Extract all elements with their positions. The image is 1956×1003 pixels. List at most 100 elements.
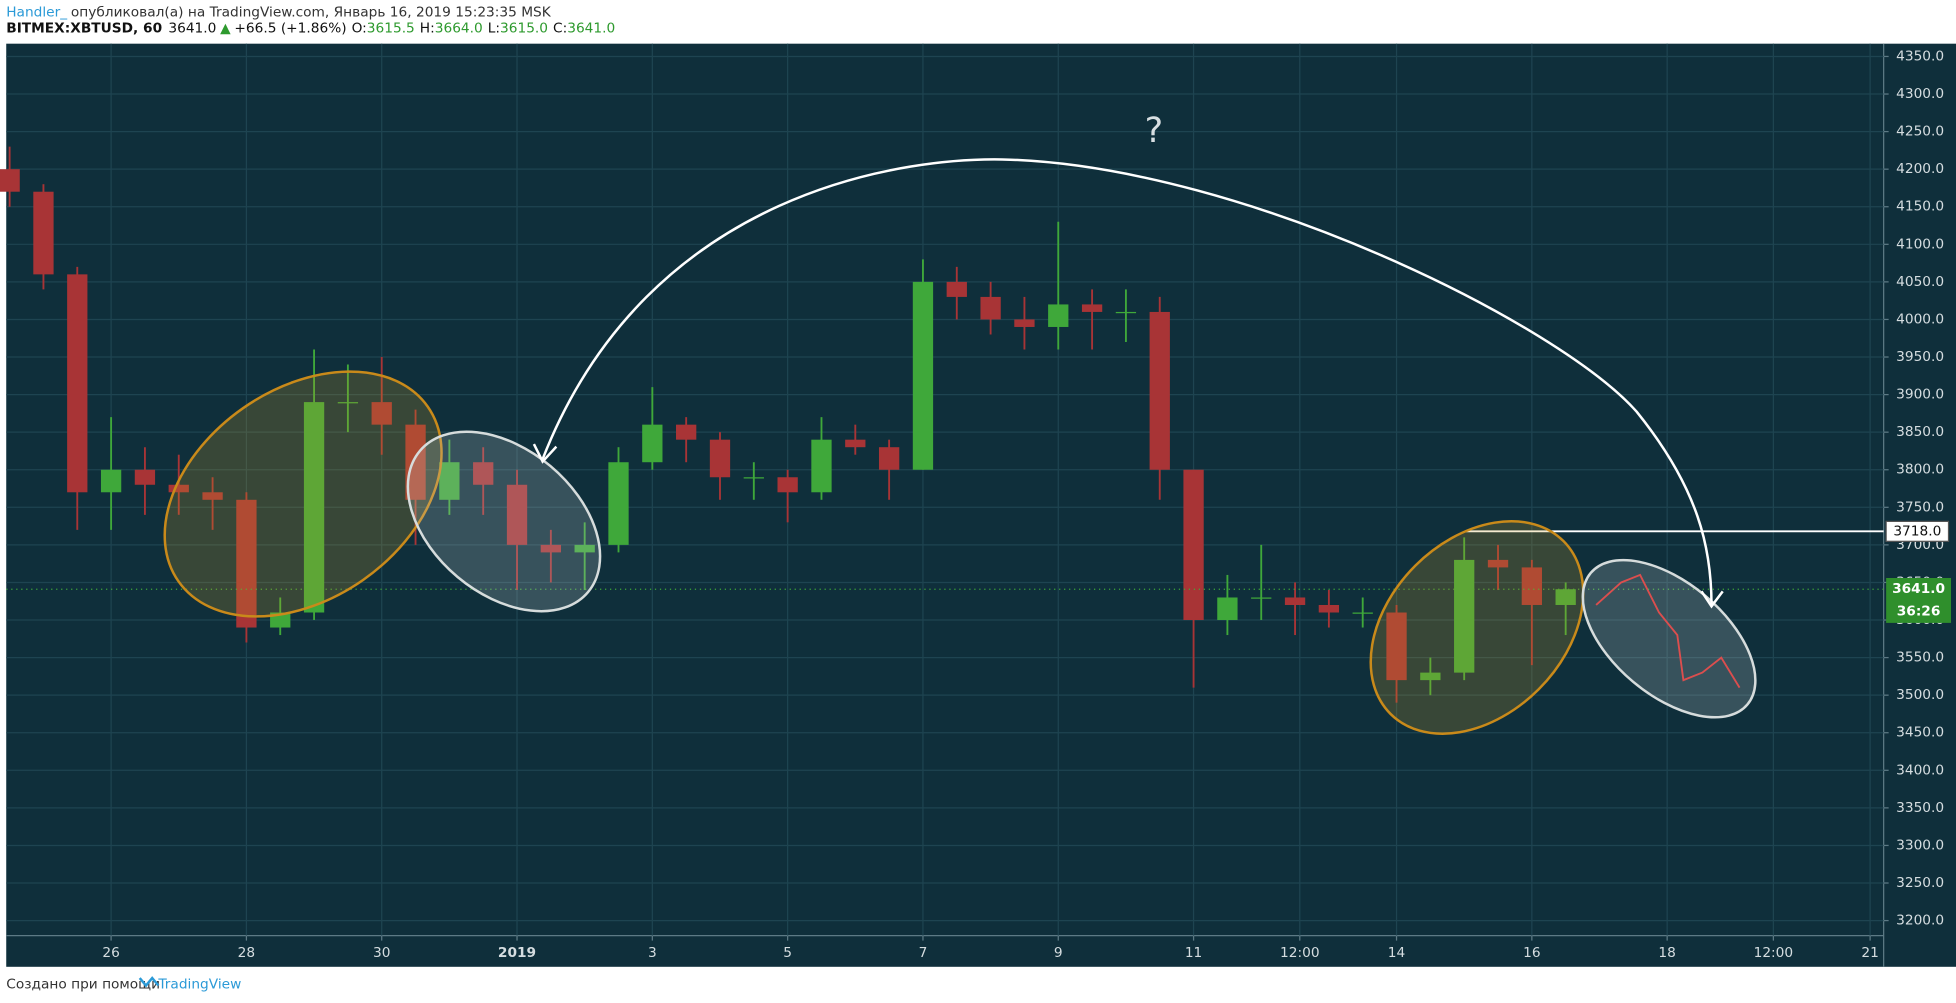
candle-body — [1318, 604, 1340, 613]
footer-text: Создано при помощи — [6, 976, 160, 992]
x-tick-label: 16 — [1523, 945, 1540, 961]
y-tick-label: 3350.0 — [1896, 800, 1944, 816]
countdown: 36:26 — [1897, 604, 1941, 620]
candle-body — [811, 439, 832, 493]
candle-body — [1115, 311, 1137, 314]
candle-body — [777, 477, 798, 493]
y-tick-label: 3250.0 — [1896, 875, 1944, 891]
candle-body — [1454, 559, 1475, 673]
y-tick-label: 3950.0 — [1896, 349, 1944, 365]
candle-body — [202, 492, 223, 500]
ohlc-label: C: — [553, 21, 567, 37]
change-arrow: ▲ — [220, 21, 231, 37]
x-tick-label: 12:00 — [1280, 945, 1320, 961]
candle-body — [473, 462, 494, 485]
x-tick-label: 28 — [238, 945, 255, 961]
candle-body — [676, 424, 697, 440]
x-tick-label: 14 — [1388, 945, 1405, 961]
candle-body — [236, 499, 257, 628]
x-tick-label: 21 — [1861, 945, 1878, 961]
y-tick-label: 4300.0 — [1896, 86, 1944, 102]
candle-body — [912, 281, 934, 470]
candle-body — [1183, 469, 1204, 621]
x-tick-label: 26 — [102, 945, 119, 961]
y-tick-label: 4350.0 — [1896, 48, 1944, 64]
candle-body — [1251, 597, 1272, 599]
y-tick-label: 4100.0 — [1896, 236, 1944, 252]
candle-body — [980, 296, 1001, 320]
symbol: BITMEX:XBTUSD, 60 — [6, 21, 162, 37]
author[interactable]: Handler_ — [6, 5, 67, 21]
x-tick-label: 12:00 — [1754, 945, 1794, 961]
x-tick-label: 11 — [1185, 945, 1202, 961]
highlight-ellipse — [163, 370, 443, 618]
ohlc-value: 3641.0 — [567, 21, 615, 37]
marks: 3718.0 3641.0 36:26 — [0, 146, 1952, 703]
brand-logo — [138, 976, 160, 988]
header-line: Handler_ опубликовал(а) на TradingView.co… — [6, 5, 552, 21]
candle-body — [168, 484, 189, 493]
arrow — [541, 158, 1713, 606]
x-tick-label: 3 — [648, 945, 657, 961]
x-tick-label: 9 — [1054, 945, 1063, 961]
candle-body — [1352, 612, 1373, 614]
ohlc-value: 3615.5 — [367, 21, 415, 37]
y-tick-label: 4000.0 — [1896, 311, 1944, 327]
ohlc-label: O: — [352, 21, 367, 37]
y-tick-label: 4250.0 — [1896, 124, 1944, 140]
y-tick-label: 4050.0 — [1896, 274, 1944, 290]
candle-body — [134, 469, 156, 485]
published: опубликовал(а) на TradingView.com, Январ… — [71, 5, 552, 21]
candle-body — [608, 462, 629, 545]
candle-body — [0, 169, 20, 192]
symbol-line: BITMEX:XBTUSD, 60 3641.0 ▲ +66.5 (+1.86%) O:… — [6, 21, 615, 37]
candle-body — [743, 477, 764, 479]
forecast-line — [1595, 573, 1741, 689]
candle-body — [67, 274, 88, 493]
x-tick-label: 5 — [783, 945, 792, 961]
highlight-ellipse — [406, 430, 602, 613]
candle-body — [642, 424, 663, 463]
candle-body — [506, 484, 528, 545]
candle-body — [337, 402, 359, 404]
y-tick-label: 3900.0 — [1896, 387, 1944, 403]
y-tick-label: 4150.0 — [1896, 199, 1944, 215]
ohlc-label: L: — [488, 21, 500, 37]
candle-body — [1149, 311, 1170, 470]
candle-body — [709, 439, 731, 478]
candle-body — [303, 402, 325, 613]
candle-body — [1555, 589, 1576, 605]
level-label-box — [1885, 520, 1950, 542]
ohlc: O:3615.5 H:3664.0 L:3615.0 C:3641.0 — [352, 21, 616, 37]
candle-body — [1081, 304, 1103, 312]
last-price-label: 3641.0 — [1892, 581, 1945, 597]
footer-brand[interactable]: TradingView — [157, 976, 241, 992]
level-label: 3718.0 — [1893, 523, 1941, 539]
candle-body — [33, 191, 54, 275]
arrow-head — [532, 443, 1724, 609]
x-tick-label: 7 — [919, 945, 928, 961]
y-tick-label: 3750.0 — [1896, 499, 1944, 515]
candle-body — [540, 544, 562, 553]
candle-body — [439, 462, 460, 500]
candle-body — [946, 281, 967, 297]
ohlc-value: 3664.0 — [435, 21, 483, 37]
y-tick-label: 3300.0 — [1896, 837, 1944, 853]
ohlc-label: H: — [420, 21, 435, 37]
y-tick-label: 3550.0 — [1896, 650, 1944, 666]
candle-body — [1487, 559, 1509, 568]
x-tick-label: 30 — [373, 945, 390, 961]
candle-body — [1048, 304, 1069, 327]
candle-body — [878, 447, 900, 470]
candle-body — [1217, 597, 1238, 621]
y-tick-label: 3850.0 — [1896, 424, 1944, 440]
x-tick-label: 18 — [1658, 945, 1675, 961]
y-tick-label: 3200.0 — [1896, 913, 1944, 929]
y-tick-label: 3500.0 — [1896, 687, 1944, 703]
y-tick-label: 3800.0 — [1896, 462, 1944, 478]
candle-body — [371, 402, 392, 425]
candle-body — [574, 544, 595, 553]
candle-body — [1386, 612, 1407, 681]
